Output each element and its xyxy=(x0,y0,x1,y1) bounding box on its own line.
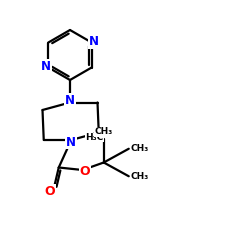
Text: CH₃: CH₃ xyxy=(94,127,113,136)
Text: O: O xyxy=(45,185,55,198)
Text: H₃C: H₃C xyxy=(85,133,103,142)
Text: O: O xyxy=(80,165,90,178)
Text: N: N xyxy=(89,35,99,48)
Text: CH₃: CH₃ xyxy=(130,144,148,153)
Text: N: N xyxy=(66,136,76,148)
Text: N: N xyxy=(65,94,75,106)
Text: CH₃: CH₃ xyxy=(130,172,148,181)
Text: N: N xyxy=(41,60,51,73)
